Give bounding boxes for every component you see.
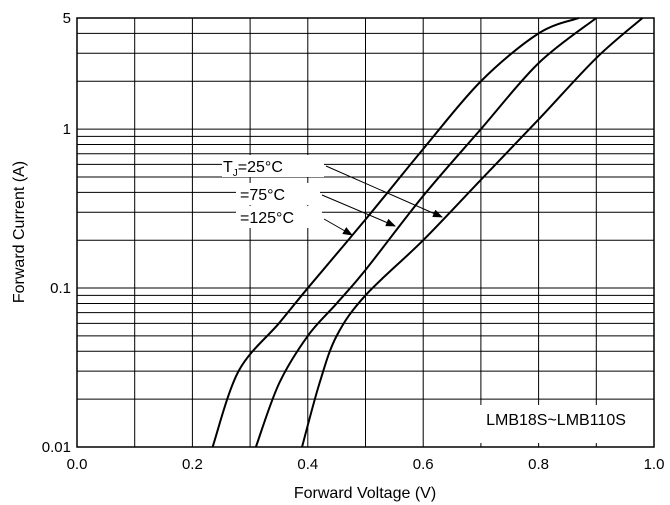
y-tick-label: 1 xyxy=(63,121,71,138)
x-tick-label: 1.0 xyxy=(644,456,665,473)
annotation-125c: =125°C xyxy=(236,206,322,228)
series-line-1 xyxy=(213,18,579,447)
y-tick-label: 0.01 xyxy=(42,439,71,456)
curves xyxy=(213,18,643,447)
grid xyxy=(77,18,654,447)
arrow-75c xyxy=(322,195,395,226)
label-75c: =75°C xyxy=(240,187,285,204)
part-number-label: LMB18S~LMB110S xyxy=(486,412,626,429)
y-axis-label: Forward Current (A) xyxy=(11,161,28,303)
x-tick-label: 0.2 xyxy=(182,456,203,473)
x-axis-label: Forward Voltage (V) xyxy=(294,485,436,502)
series-line-3 xyxy=(302,18,642,447)
tj-symbol: T xyxy=(223,159,233,176)
y-tick-label: 0.1 xyxy=(50,280,71,297)
label-125c: =125°C xyxy=(240,210,294,227)
arrow-25c xyxy=(326,166,442,217)
x-tick-label: 0.6 xyxy=(413,456,434,473)
x-tick-label: 0.0 xyxy=(67,456,88,473)
annotation-25c: TJ=25°C xyxy=(222,155,324,179)
x-tick-label: 0.8 xyxy=(528,456,549,473)
y-tick-label: 5 xyxy=(63,10,71,27)
arrow-125c xyxy=(324,219,352,235)
part-number-box: LMB18S~LMB110S xyxy=(450,405,652,443)
label-25c: =25°C xyxy=(238,159,283,176)
x-tick-label: 0.4 xyxy=(297,456,318,473)
series-line-2 xyxy=(256,18,596,447)
annotation-75c: =75°C xyxy=(236,183,320,205)
